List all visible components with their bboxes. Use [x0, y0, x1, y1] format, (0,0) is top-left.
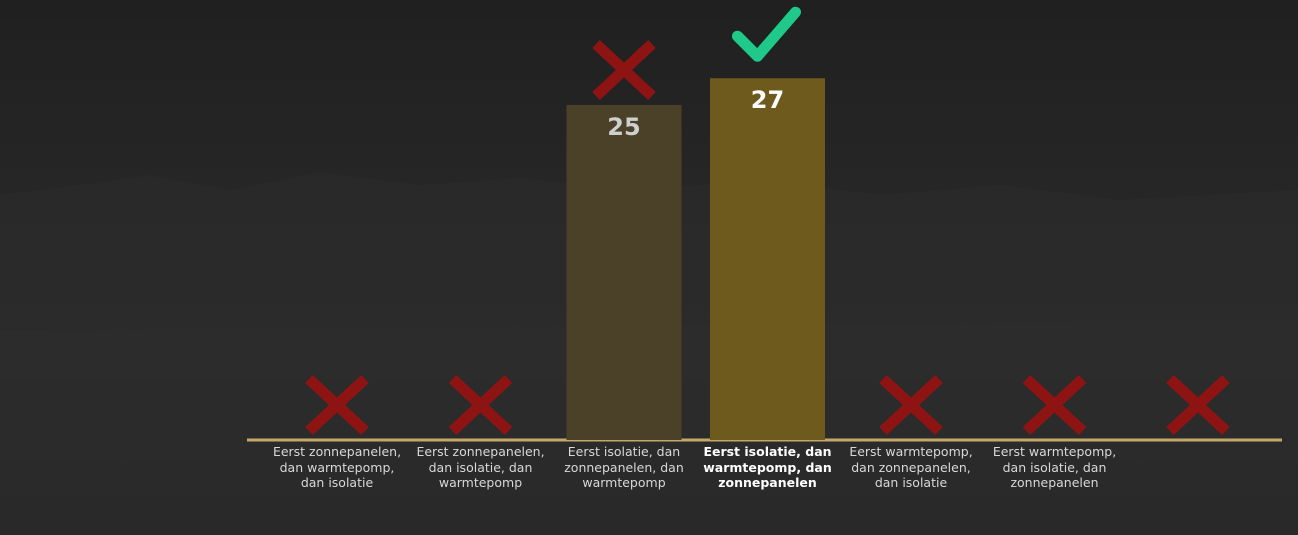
cross-icon — [596, 44, 652, 96]
check-icon — [738, 12, 796, 56]
value-label: 27 — [710, 86, 825, 114]
value-label: 25 — [567, 113, 682, 141]
category-label: Eerst zonnepanelen, dan warmtepomp, dan … — [272, 444, 402, 491]
bar — [567, 105, 682, 440]
category-label: Eerst warmtepomp, dan zonnepanelen, dan … — [846, 444, 976, 491]
category-label: Eerst isolatie, dan warmtepomp, dan zonn… — [703, 444, 833, 491]
category-label: Eerst zonnepanelen, dan isolatie, dan wa… — [416, 444, 546, 491]
cross-stroke — [596, 44, 652, 96]
category-label: Eerst isolatie, dan zonnepanelen, dan wa… — [559, 444, 689, 491]
category-label: Eerst warmtepomp, dan isolatie, dan zonn… — [990, 444, 1120, 491]
slide: Eerst zonnepanelen, dan warmtepomp, dan … — [0, 0, 1298, 535]
bar — [710, 78, 825, 440]
